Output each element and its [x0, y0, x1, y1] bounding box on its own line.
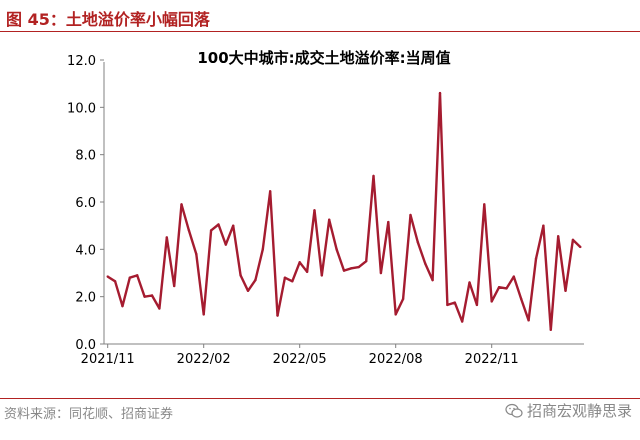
x-tick-label: 2021/11 [81, 352, 135, 367]
data-point [571, 238, 575, 242]
data-point [268, 190, 272, 193]
data-point [298, 261, 301, 264]
data-point [202, 313, 205, 316]
y-tick-label: 10.0 [67, 101, 96, 116]
data-point [556, 235, 560, 238]
data-point [121, 304, 124, 308]
data-point [232, 224, 235, 227]
watermark: 招商宏观静思录 [505, 400, 632, 421]
data-point [512, 275, 516, 278]
watermark-text: 招商宏观静思录 [526, 402, 632, 420]
data-point [165, 236, 168, 239]
data-point [357, 265, 360, 269]
data-point [276, 314, 279, 317]
data-point [113, 280, 117, 283]
data-point [438, 91, 442, 95]
data-point [542, 224, 545, 227]
data-point [254, 278, 257, 282]
data-point [520, 297, 523, 301]
data-point [239, 274, 242, 277]
data-point [195, 252, 198, 256]
data-point [328, 218, 331, 221]
data-point [150, 294, 154, 297]
data-point [143, 295, 146, 298]
data-point [505, 287, 508, 290]
y-tick-label: 8.0 [75, 149, 96, 164]
data-point [387, 220, 390, 224]
data-point [172, 284, 176, 288]
data-point [106, 275, 109, 278]
source-note: 资料来源：同花顺、招商证券 [4, 407, 174, 422]
data-point [320, 274, 324, 277]
data-point [453, 301, 456, 304]
data-point [350, 267, 353, 270]
data-point [401, 297, 405, 301]
line-chart: 100大中城市:成交土地溢价率:当周值 0.0 2.0 4.0 6.0 8.0 10.0 12… [67, 49, 584, 367]
data-point [497, 286, 501, 289]
data-point [364, 259, 368, 263]
y-tick-label: 6.0 [75, 196, 96, 211]
y-tick-label: 0.0 [75, 338, 96, 353]
data-point [549, 328, 552, 331]
data-point [305, 270, 309, 274]
series-line [107, 91, 582, 331]
data-point [416, 241, 420, 244]
y-tick-label: 2.0 [75, 291, 96, 306]
data-point [180, 203, 183, 206]
data-point [475, 303, 479, 307]
data-point [209, 229, 213, 232]
header-divider [0, 31, 640, 32]
chart-title: 100大中城市:成交土地溢价率:当周值 [197, 49, 450, 67]
data-point [261, 248, 264, 251]
data-point [431, 278, 434, 282]
data-point [579, 245, 582, 249]
data-point [534, 257, 538, 260]
y-tick-label: 12.0 [67, 54, 96, 69]
data-point [446, 303, 449, 307]
data-point [460, 320, 464, 323]
data-point [187, 229, 191, 232]
data-point [468, 281, 471, 284]
data-point [483, 203, 486, 206]
data-point [372, 174, 375, 178]
figure-title: 图 45：土地溢价率小幅回落 [6, 10, 210, 29]
data-point [564, 289, 567, 292]
footer-divider [0, 398, 640, 399]
figure-header: 图 45：土地溢价率小幅回落 [0, 0, 640, 34]
data-point [224, 243, 228, 246]
x-tick-label: 2022/05 [273, 352, 327, 367]
data-point [379, 271, 383, 275]
data-point [342, 269, 346, 272]
data-point [128, 276, 132, 279]
data-point [136, 274, 139, 277]
wechat-icon [505, 403, 523, 418]
y-tick-label: 4.0 [75, 243, 96, 258]
data-point [217, 223, 220, 226]
data-point [424, 262, 427, 265]
data-point [335, 248, 338, 251]
x-tick-label: 2022/02 [177, 352, 231, 367]
data-point [313, 209, 316, 212]
data-point [409, 213, 412, 217]
data-point [490, 300, 493, 303]
x-tick-label: 2022/08 [369, 352, 423, 367]
data-point [158, 307, 161, 310]
data-point [527, 319, 530, 322]
data-point [291, 280, 294, 283]
data-point [246, 289, 250, 292]
data-point [283, 276, 287, 279]
data-point [394, 313, 397, 316]
x-tick-label: 2022/11 [465, 352, 519, 367]
